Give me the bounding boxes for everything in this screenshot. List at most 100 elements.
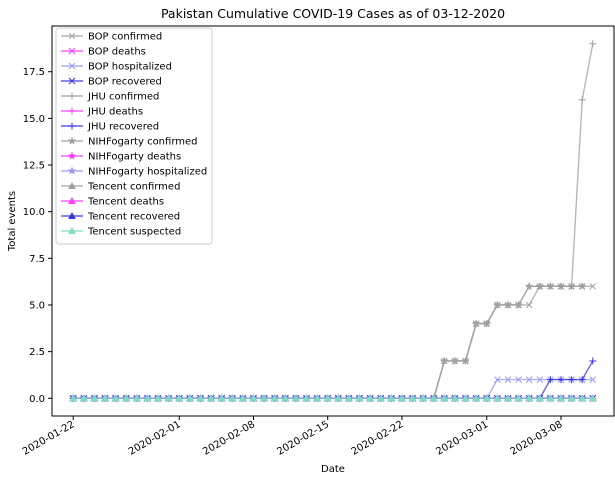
data-point xyxy=(69,394,78,402)
y-tick-label: 12.5 xyxy=(23,161,45,172)
data-point xyxy=(536,376,544,383)
series-tencent-suspected xyxy=(69,394,597,402)
legend-item-bop-recovered: BOP recovered xyxy=(61,77,162,88)
x-tick-label: 2020-02-22 xyxy=(350,419,406,458)
data-point xyxy=(494,376,501,383)
legend-label: Tencent deaths xyxy=(87,197,164,208)
data-point xyxy=(546,281,555,290)
y-tick-label: 5.0 xyxy=(29,300,45,311)
data-point xyxy=(154,394,162,402)
data-point xyxy=(514,300,523,309)
y-tick-label: 0.0 xyxy=(29,394,45,405)
legend-item-bop-hospitalized: BOP hospitalized xyxy=(61,62,172,73)
y-axis-label: Total events xyxy=(7,191,18,252)
data-point xyxy=(450,356,460,365)
data-point xyxy=(589,357,597,365)
data-point xyxy=(440,394,449,402)
data-point xyxy=(535,394,544,402)
legend-marker xyxy=(68,107,76,115)
data-point xyxy=(589,40,597,48)
data-point xyxy=(577,281,587,290)
data-point xyxy=(101,394,109,402)
data-point xyxy=(556,281,566,290)
chart-title: Pakistan Cumulative COVID-19 Cases as of… xyxy=(161,6,505,21)
legend-label: JHU recovered xyxy=(87,122,159,133)
data-point xyxy=(472,394,481,402)
legend-marker xyxy=(68,122,76,130)
legend-label: NIHFogarty deaths xyxy=(88,152,181,163)
legend-label: Tencent suspected xyxy=(87,227,181,238)
legend-item-tencent-deaths: Tencent deaths xyxy=(61,197,164,208)
data-point xyxy=(419,394,428,402)
x-tick-label: 2020-02-01 xyxy=(127,419,183,458)
legend-marker xyxy=(67,136,77,145)
data-point xyxy=(164,394,173,402)
data-point xyxy=(471,319,481,328)
data-point xyxy=(387,394,396,402)
data-point xyxy=(461,356,470,365)
data-point xyxy=(132,394,141,402)
data-point xyxy=(461,394,470,402)
legend-label: JHU deaths xyxy=(87,107,143,118)
legend-label: NIHFogarty hospitalized xyxy=(88,167,207,178)
y-tick-label: 17.5 xyxy=(23,67,45,78)
legend-marker xyxy=(68,32,76,40)
data-point xyxy=(217,394,226,402)
data-point xyxy=(228,394,237,402)
data-point xyxy=(557,394,565,402)
data-point xyxy=(567,394,576,402)
data-point xyxy=(122,394,131,402)
legend-marker xyxy=(67,151,77,160)
data-point xyxy=(524,281,534,290)
data-point xyxy=(589,376,597,383)
data-point xyxy=(207,394,215,402)
legend-item-jhu-recovered: JHU recovered xyxy=(61,122,159,133)
legend-item-nihfogarty-confirmed: NIHFogarty confirmed xyxy=(61,136,198,148)
legend-marker xyxy=(68,62,76,70)
legend-label: BOP deaths xyxy=(88,47,146,58)
legend-label: NIHFogarty confirmed xyxy=(88,137,198,148)
legend-label: BOP hospitalized xyxy=(88,62,172,73)
data-point xyxy=(408,394,417,402)
x-tick-label: 2020-01-22 xyxy=(21,419,77,458)
data-point xyxy=(546,394,555,402)
x-axis-label: Date xyxy=(321,464,345,475)
data-point xyxy=(323,394,332,402)
legend-item-tencent-confirmed: Tencent confirmed xyxy=(61,182,180,193)
x-tick-label: 2020-03-01 xyxy=(434,419,490,458)
legend: BOP confirmed BOP deaths BOP hospitalized B… xyxy=(55,27,213,245)
legend-item-bop-deaths: BOP deaths xyxy=(61,47,146,58)
data-point xyxy=(196,394,205,402)
data-point xyxy=(249,394,258,402)
data-point xyxy=(185,394,194,402)
data-point xyxy=(90,394,99,402)
data-point xyxy=(493,300,502,309)
data-point xyxy=(334,394,343,402)
data-point xyxy=(79,394,88,402)
data-point xyxy=(525,301,533,309)
data-point xyxy=(546,376,554,384)
data-point xyxy=(344,394,353,402)
data-point xyxy=(503,300,513,309)
data-point xyxy=(567,281,576,290)
data-point xyxy=(397,394,406,402)
legend-item-tencent-recovered: Tencent recovered xyxy=(61,212,180,223)
data-point xyxy=(578,376,586,384)
data-point xyxy=(578,96,586,104)
legend-item-nihfogarty-hospitalized: NIHFogarty hospitalized xyxy=(61,166,207,178)
data-point xyxy=(355,394,364,402)
data-point xyxy=(440,356,449,365)
data-point xyxy=(313,394,322,402)
data-point xyxy=(111,394,120,402)
data-point xyxy=(482,319,492,328)
y-tick-label: 15.0 xyxy=(23,114,45,125)
legend-label: BOP confirmed xyxy=(88,32,162,43)
data-point xyxy=(514,394,523,402)
data-point xyxy=(429,394,438,402)
data-point xyxy=(557,376,565,384)
legend-item-jhu-confirmed: JHU confirmed xyxy=(61,92,159,103)
legend-item-bop-confirmed: BOP confirmed xyxy=(61,32,162,43)
legend-marker xyxy=(68,226,76,235)
data-point xyxy=(291,394,300,402)
